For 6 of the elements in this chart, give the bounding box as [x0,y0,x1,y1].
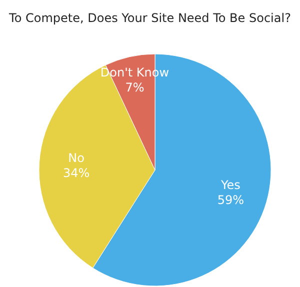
data-label: 34% [62,166,90,180]
data-label: 7% [125,80,144,94]
chart-title: To Compete, Does Your Site Need To Be Social? [8,10,292,26]
slice-label: No [68,151,84,166]
slice-label: Yes [220,178,240,192]
data-label: 59% [217,193,244,208]
